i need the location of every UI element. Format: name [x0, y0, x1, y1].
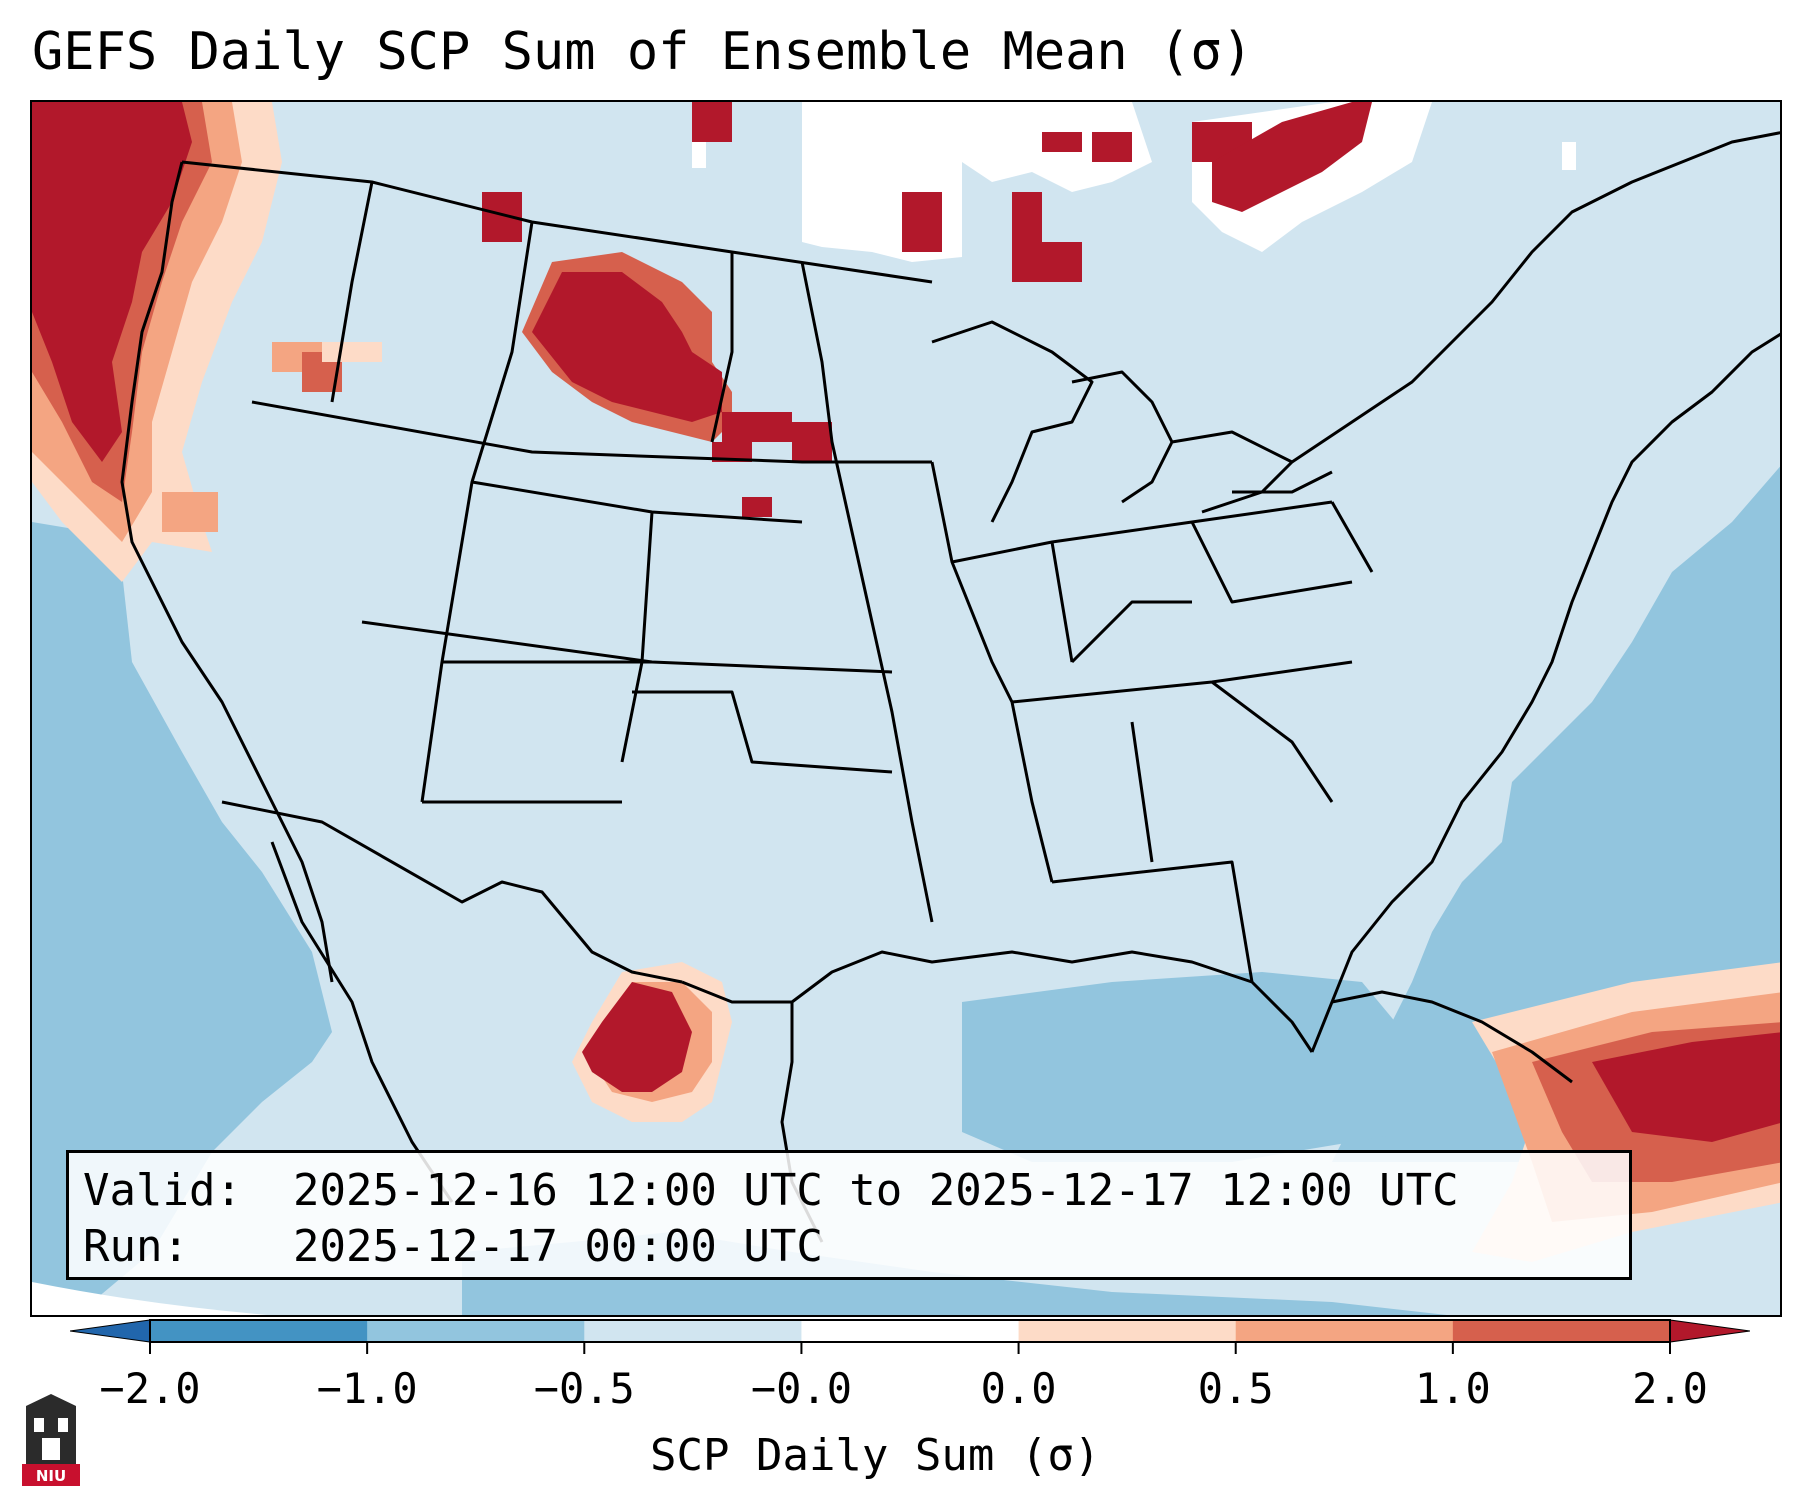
colorbar-bin: [1235, 1320, 1454, 1342]
colorbar-bin: [801, 1320, 1020, 1342]
colorbar-extend-low: [70, 1319, 151, 1343]
map-panel: [30, 100, 1782, 1317]
chart-title: GEFS Daily SCP Sum of Ensemble Mean (σ): [32, 22, 1253, 82]
run-label: Run:: [83, 1221, 189, 1272]
map-boundaries: [120, 131, 1780, 1243]
info-box: Valid: 2025-12-16 12:00 UTC to 2025-12-17…: [66, 1150, 1632, 1280]
colorbar-bin: [150, 1320, 368, 1342]
valid-time-row: Valid: 2025-12-16 12:00 UTC to 2025-12-17…: [83, 1163, 1615, 1219]
colorbar-outline: [149, 1319, 1671, 1343]
run-time-row: Run: 2025-12-17 00:00 UTC: [83, 1219, 1615, 1275]
colorbar-tick-label: −0.5: [533, 1364, 635, 1413]
colorbar-bin: [584, 1320, 802, 1342]
valid-label: Valid:: [83, 1165, 242, 1216]
positive-field-plains: [482, 192, 832, 517]
colorbar-tick-label: −1.0: [316, 1364, 418, 1413]
valid-value: 2025-12-16 12:00 UTC to 2025-12-17 12:00…: [293, 1165, 1459, 1216]
colorbar-tick-label: 0.0: [980, 1364, 1057, 1413]
us-mexico-border: [221, 800, 683, 984]
university-tower-icon: NIU: [22, 1394, 80, 1486]
positive-field-westcoast: [32, 102, 382, 582]
colorbar-tick-label: −0.0: [750, 1364, 852, 1413]
colorbar-bin: [1018, 1320, 1237, 1342]
east-coastline: [1310, 332, 1780, 1053]
colorbar-bin: [367, 1320, 585, 1342]
logo-text: NIU: [36, 1467, 66, 1485]
state-lines: [251, 181, 1374, 983]
cuba-coastline: [1331, 990, 1573, 1084]
pacific-ocean-field: [32, 522, 332, 1315]
colorbar-label: SCP Daily Sum (σ): [650, 1430, 1101, 1481]
west-coastline: [120, 161, 334, 983]
colorbar-tick-label: −2.0: [99, 1364, 201, 1413]
positive-field-mexico: [572, 962, 732, 1122]
colorbar-tick-label: 2.0: [1632, 1364, 1708, 1413]
colorbar-extend-high: [1669, 1319, 1750, 1343]
colorbar-tick-label: 1.0: [1414, 1364, 1491, 1413]
positive-field-canada: [692, 102, 1372, 282]
map-canvas: [32, 102, 1780, 1315]
gulf-field: [962, 972, 1412, 1162]
projection-edge: [32, 1282, 268, 1315]
colorbar: [70, 1319, 1750, 1354]
northeast-coastline: [1291, 131, 1780, 464]
great-lakes: [931, 320, 1333, 523]
run-value: 2025-12-17 00:00 UTC: [293, 1221, 823, 1272]
colorbar-tick-label: 0.5: [1197, 1364, 1274, 1413]
colorbar-bin: [1452, 1320, 1671, 1342]
